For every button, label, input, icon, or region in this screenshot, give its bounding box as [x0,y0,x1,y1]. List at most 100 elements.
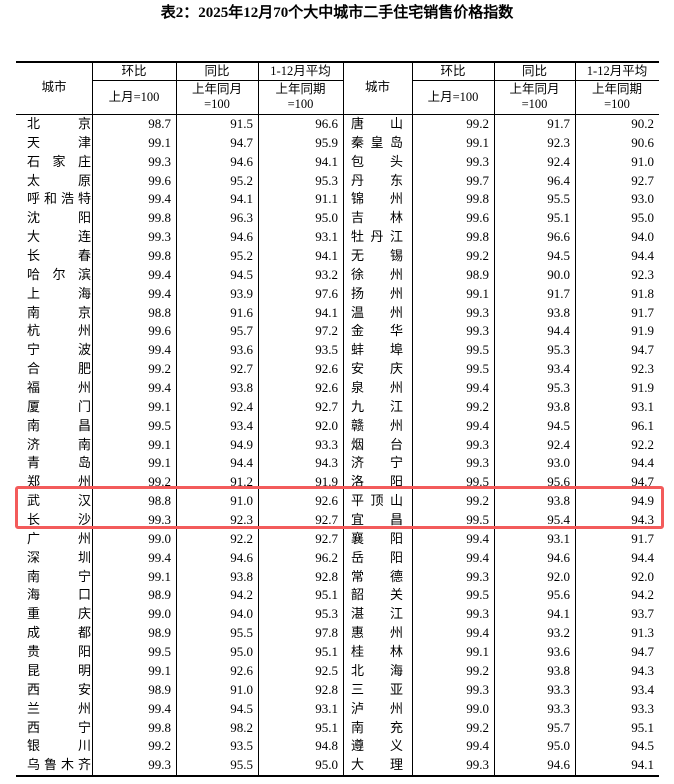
right-mom-index: 99.7 [466,172,489,188]
left-yoy-index: 93.4 [230,417,253,433]
left-avg-index: 91.1 [315,191,338,207]
left-avg-index: 92.7 [315,530,338,546]
header-yoy-right: 同比 [521,64,547,78]
header-avg-base-line2: =100 [287,97,314,111]
right-avg-index: 91.0 [631,153,654,169]
right-city-name: 金 华 [351,323,404,339]
left-mom-index: 99.2 [148,474,171,490]
right-city-name: 包 头 [351,153,404,169]
right-yoy-index: 95.7 [547,719,570,735]
left-city-name: 青 岛 [27,455,91,471]
right-city-name: 常 德 [351,568,404,584]
right-city-name: 南 充 [351,719,404,735]
left-yoy-index: 91.5 [230,116,253,131]
left-city-name: 南 京 [27,304,91,320]
right-avg-index: 92.3 [631,361,654,377]
right-city-name: 泉 州 [351,380,404,396]
table-row: 长 春 99.8 95.2 94.1 无 锡 99.2 94.5 94.4 [16,247,659,266]
left-mom-index: 99.1 [148,134,171,150]
left-mom-index: 99.3 [148,153,171,169]
right-city-name: 唐 山 [351,116,404,131]
right-avg-index: 91.9 [631,323,654,339]
left-mom-index: 99.4 [148,342,171,358]
right-yoy-index: 93.4 [547,361,570,377]
left-city-name: 深 圳 [27,549,91,565]
left-city-name: 太 原 [27,172,91,188]
right-city-name: 遵 义 [351,738,404,754]
left-avg-index: 93.1 [315,229,338,245]
left-mom-index: 99.5 [148,644,171,660]
left-mom-index: 99.3 [148,757,171,773]
left-mom-index: 99.0 [148,530,171,546]
right-yoy-index: 93.8 [547,398,570,414]
left-yoy-index: 93.8 [230,568,253,584]
left-city-name: 沈 阳 [27,210,91,226]
left-avg-index: 94.1 [315,248,338,264]
header-avg-base-line1: 上年同期 [591,82,642,96]
left-yoy-index: 93.9 [230,285,253,301]
header-city-right: 城市 [364,80,390,94]
right-yoy-index: 95.5 [547,191,570,207]
header-divider [92,80,343,81]
left-mom-index: 99.4 [148,191,171,207]
right-yoy-index: 95.3 [547,380,570,396]
right-yoy-index: 92.4 [547,153,570,169]
left-mom-index: 99.3 [148,512,171,528]
right-yoy-index: 92.0 [547,568,570,584]
column-divider [343,63,344,114]
left-yoy-index: 91.0 [230,493,253,509]
table-row: 上 海 99.4 93.9 97.6 扬 州 99.1 91.7 91.8 [16,285,659,304]
right-city-name: 三 亚 [351,681,404,697]
right-mom-index: 99.2 [466,662,489,678]
left-mom-index: 99.4 [148,549,171,565]
left-yoy-index: 91.0 [230,681,253,697]
right-mom-index: 99.5 [466,474,489,490]
right-yoy-index: 96.6 [547,229,570,245]
right-city-name: 泸 州 [351,700,404,716]
right-avg-index: 91.7 [631,304,654,320]
left-city-name: 重 庆 [27,606,91,622]
right-city-name: 桂 林 [351,644,404,660]
right-avg-index: 94.4 [631,549,654,565]
column-divider [92,115,93,776]
right-mom-index: 98.9 [466,266,489,282]
left-avg-index: 97.2 [315,323,338,339]
left-mom-index: 99.4 [148,285,171,301]
table-row: 天 津 99.1 94.7 95.9 秦皇岛 99.1 92.3 90.6 [16,134,659,153]
left-city-name: 大 连 [27,229,91,245]
right-avg-index: 94.4 [631,248,654,264]
left-yoy-index: 94.6 [230,153,253,169]
left-avg-index: 94.1 [315,304,338,320]
left-yoy-index: 92.3 [230,512,253,528]
left-avg-index: 95.9 [315,134,338,150]
right-yoy-index: 94.6 [547,549,570,565]
left-yoy-index: 94.7 [230,134,253,150]
table-row: 大 连 99.3 94.6 93.1 牡丹江 99.8 96.6 94.0 [16,228,659,247]
left-avg-index: 95.3 [315,606,338,622]
left-yoy-index: 94.0 [230,606,253,622]
table-row: 南 京 98.8 91.6 94.1 温 州 99.3 93.8 91.7 [16,304,659,323]
left-mom-index: 99.1 [148,455,171,471]
right-mom-index: 99.2 [466,116,489,131]
right-mom-index: 99.5 [466,587,489,603]
left-avg-index: 94.8 [315,738,338,754]
left-mom-index: 99.5 [148,417,171,433]
table-row: 济 南 99.1 94.9 93.3 烟 台 99.3 92.4 92.2 [16,436,659,455]
left-avg-index: 93.2 [315,266,338,282]
left-mom-index: 99.1 [148,568,171,584]
header-yoy-base-left: 上年同月 =100 [176,82,258,112]
header-avg-right: 1-12月平均 [586,64,648,78]
left-mom-index: 99.1 [148,662,171,678]
left-mom-index: 98.7 [148,116,171,131]
right-mom-index: 99.1 [466,644,489,660]
right-yoy-index: 95.1 [547,210,570,226]
right-yoy-index: 93.8 [547,662,570,678]
left-city-name: 杭 州 [27,323,91,339]
right-yoy-index: 93.6 [547,644,570,660]
right-avg-index: 90.2 [631,116,654,131]
left-mom-index: 99.6 [148,172,171,188]
right-city-name: 湛 江 [351,606,404,622]
header-mom-right: 环比 [440,64,466,78]
right-city-name: 宜 昌 [351,512,404,528]
table-row: 乌鲁木齐 99.3 95.5 95.0 大 理 99.3 94.6 94.1 [16,756,659,775]
